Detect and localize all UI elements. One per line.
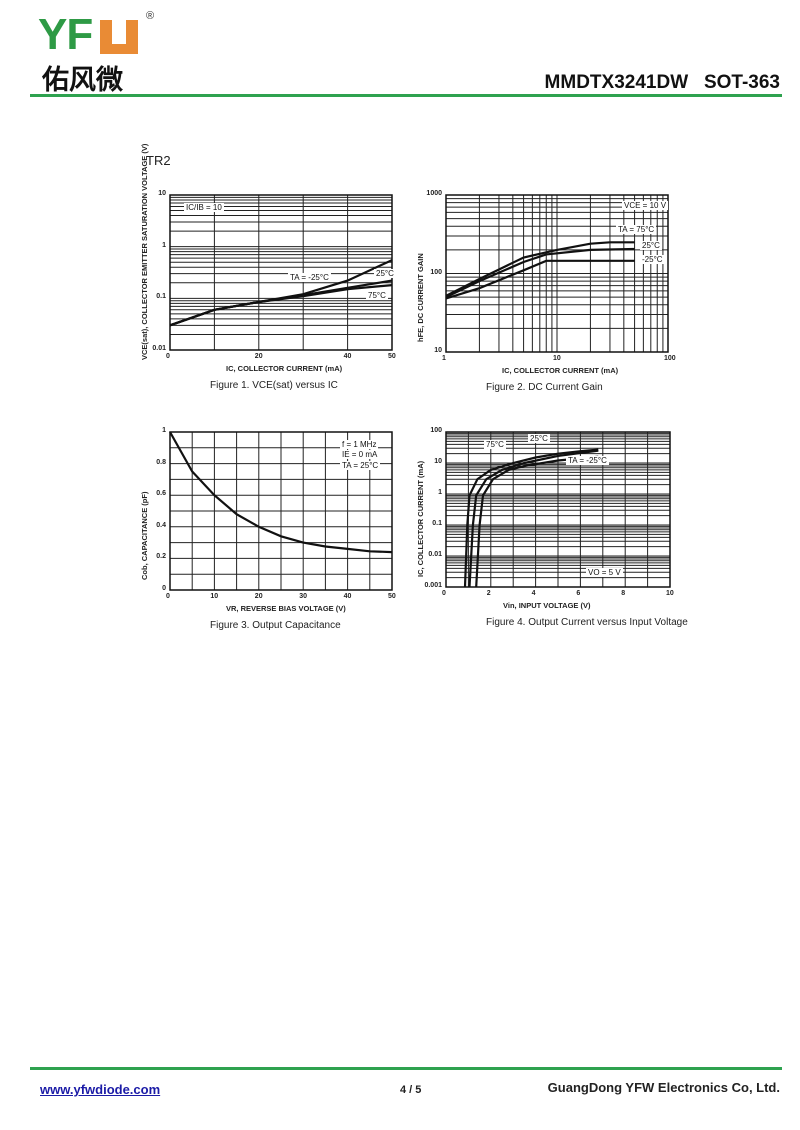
figure-caption: Figure 3. Output Capacitance (210, 620, 341, 631)
y-axis-label: IC, COLLECTOR CURRENT (mA) (416, 460, 425, 577)
logo-chinese-name: 佑风微 (42, 65, 123, 96)
x-tick-label: 2 (486, 590, 491, 597)
chart-annotation: f = 1 MHz (340, 440, 379, 449)
chart-3-plot (169, 431, 393, 591)
x-tick-label: 8 (621, 590, 626, 597)
y-tick-label: 10 (434, 347, 442, 354)
gridlines (445, 432, 671, 588)
x-axis-label: IC, COLLECTOR CURRENT (mA) (502, 366, 619, 375)
company-name: GuangDong YFW Electronics Co, Ltd. (547, 1080, 780, 1095)
series-2-curve (468, 449, 599, 588)
figure-caption: Figure 2. DC Current Gain (486, 382, 603, 393)
chart-annotation: TA = 75°C (616, 225, 657, 234)
y-tick-label: 0.8 (156, 458, 166, 466)
x-tick-label: 0 (442, 590, 446, 597)
chart-1-plot (169, 194, 393, 351)
plot-frame (169, 431, 393, 591)
x-tick-label: 0 (166, 353, 170, 360)
x-axis-label: VR, REVERSE BIAS VOLTAGE (V) (226, 604, 346, 613)
y-tick-label: 0.1 (432, 520, 442, 527)
x-tick-label: 50 (388, 593, 396, 600)
y-tick-label: 1 (162, 241, 166, 249)
y-tick-label: 0.2 (156, 553, 166, 561)
footer-rule (30, 1067, 782, 1070)
x-axis-label: IC, COLLECTOR CURRENT (mA) (226, 364, 343, 373)
x-tick-label: 20 (254, 353, 263, 360)
series-2-curve (445, 247, 635, 299)
chart-annotation: 75°C (366, 291, 388, 300)
x-tick-label: 6 (576, 590, 581, 597)
y-tick-label: 0.01 (428, 551, 442, 558)
chart-annotation: IE = 0 mA (340, 450, 380, 459)
x-tick-label: 10 (666, 590, 674, 597)
chart-annotation: IC/IB = 10 (184, 203, 224, 212)
x-tick-label: 0 (166, 593, 170, 600)
chart-annotation: 25°C (374, 269, 396, 278)
chart-2-plot (445, 194, 669, 353)
series-1-curve (169, 431, 393, 554)
gridlines (169, 195, 393, 351)
x-tick-label: 1 (442, 355, 446, 362)
logo: YF (38, 10, 93, 59)
website-link[interactable]: www.yfwdiode.com (40, 1082, 161, 1097)
figure-caption: Figure 1. VCE(sat) versus IC (210, 380, 338, 391)
header-rule (30, 94, 782, 97)
x-tick-label: 50 (388, 353, 396, 360)
y-axis-label: Cob, CAPACITANCE (pF) (140, 491, 149, 580)
chart-annotation: 75°C (484, 440, 506, 449)
y-tick-label: 1 (438, 489, 442, 496)
gridlines (445, 195, 668, 353)
x-tick-label: 40 (343, 593, 352, 600)
y-tick-label: 10 (158, 190, 166, 197)
x-axis-label: Vin, INPUT VOLTAGE (V) (503, 601, 591, 610)
x-tick-label: 100 (664, 355, 676, 362)
y-tick-label: 0 (162, 585, 166, 592)
y-tick-label: 100 (430, 268, 442, 276)
x-tick-label: 40 (343, 353, 352, 360)
series-3-curve (445, 259, 635, 300)
y-tick-label: 0.4 (156, 521, 166, 529)
series-1-curve (445, 241, 635, 297)
chart-4-plot (445, 431, 671, 588)
series-3-curve (475, 455, 599, 588)
series-3-curve (169, 284, 393, 327)
plot-frame (445, 194, 669, 353)
plot-frame (445, 431, 671, 588)
section-label: TR2 (146, 153, 171, 168)
page-number: 4 / 5 (400, 1084, 422, 1096)
chart-annotation: TA = -25°C (566, 456, 609, 465)
y-tick-label: 0.001 (424, 582, 442, 589)
chart-annotation: 25°C (528, 434, 550, 443)
chart-annotation: -25°C (640, 255, 665, 264)
chart-annotation: TA = 25°C (340, 461, 381, 470)
registered-mark: ® (146, 10, 155, 22)
figure-caption: Figure 4. Output Current versus Input Vo… (486, 617, 688, 628)
x-tick-label: 20 (254, 593, 263, 600)
x-tick-label: 4 (531, 590, 536, 597)
logo-u-mark (100, 20, 138, 54)
chart-annotation: TA = -25°C (288, 273, 331, 282)
part-number: MMDTX3241DW SOT-363 (544, 72, 780, 93)
series-1-curve (169, 259, 393, 327)
chart-annotation: VCE = 10 V (622, 201, 669, 210)
x-tick-label: 10 (210, 593, 219, 600)
x-tick-label: 10 (553, 355, 561, 362)
chart-annotation: 25°C (640, 241, 662, 250)
y-axis-label: hFE, DC CURRENT GAIN (416, 253, 425, 342)
series-1-curve (463, 448, 599, 588)
x-tick-label: 30 (299, 593, 307, 600)
chart-annotation: VO = 5 V (586, 568, 623, 577)
y-tick-label: 0.1 (156, 293, 166, 301)
plot-frame (169, 194, 393, 351)
y-tick-label: 0.6 (156, 490, 166, 498)
y-tick-label: 10 (434, 458, 442, 465)
y-axis-label: VCE(sat), COLLECTOR EMITTER SATURATION V… (140, 143, 149, 360)
y-tick-label: 1 (162, 427, 166, 434)
y-tick-label: 0.01 (152, 345, 166, 352)
y-tick-label: 100 (430, 427, 442, 434)
y-tick-label: 1000 (426, 190, 442, 197)
